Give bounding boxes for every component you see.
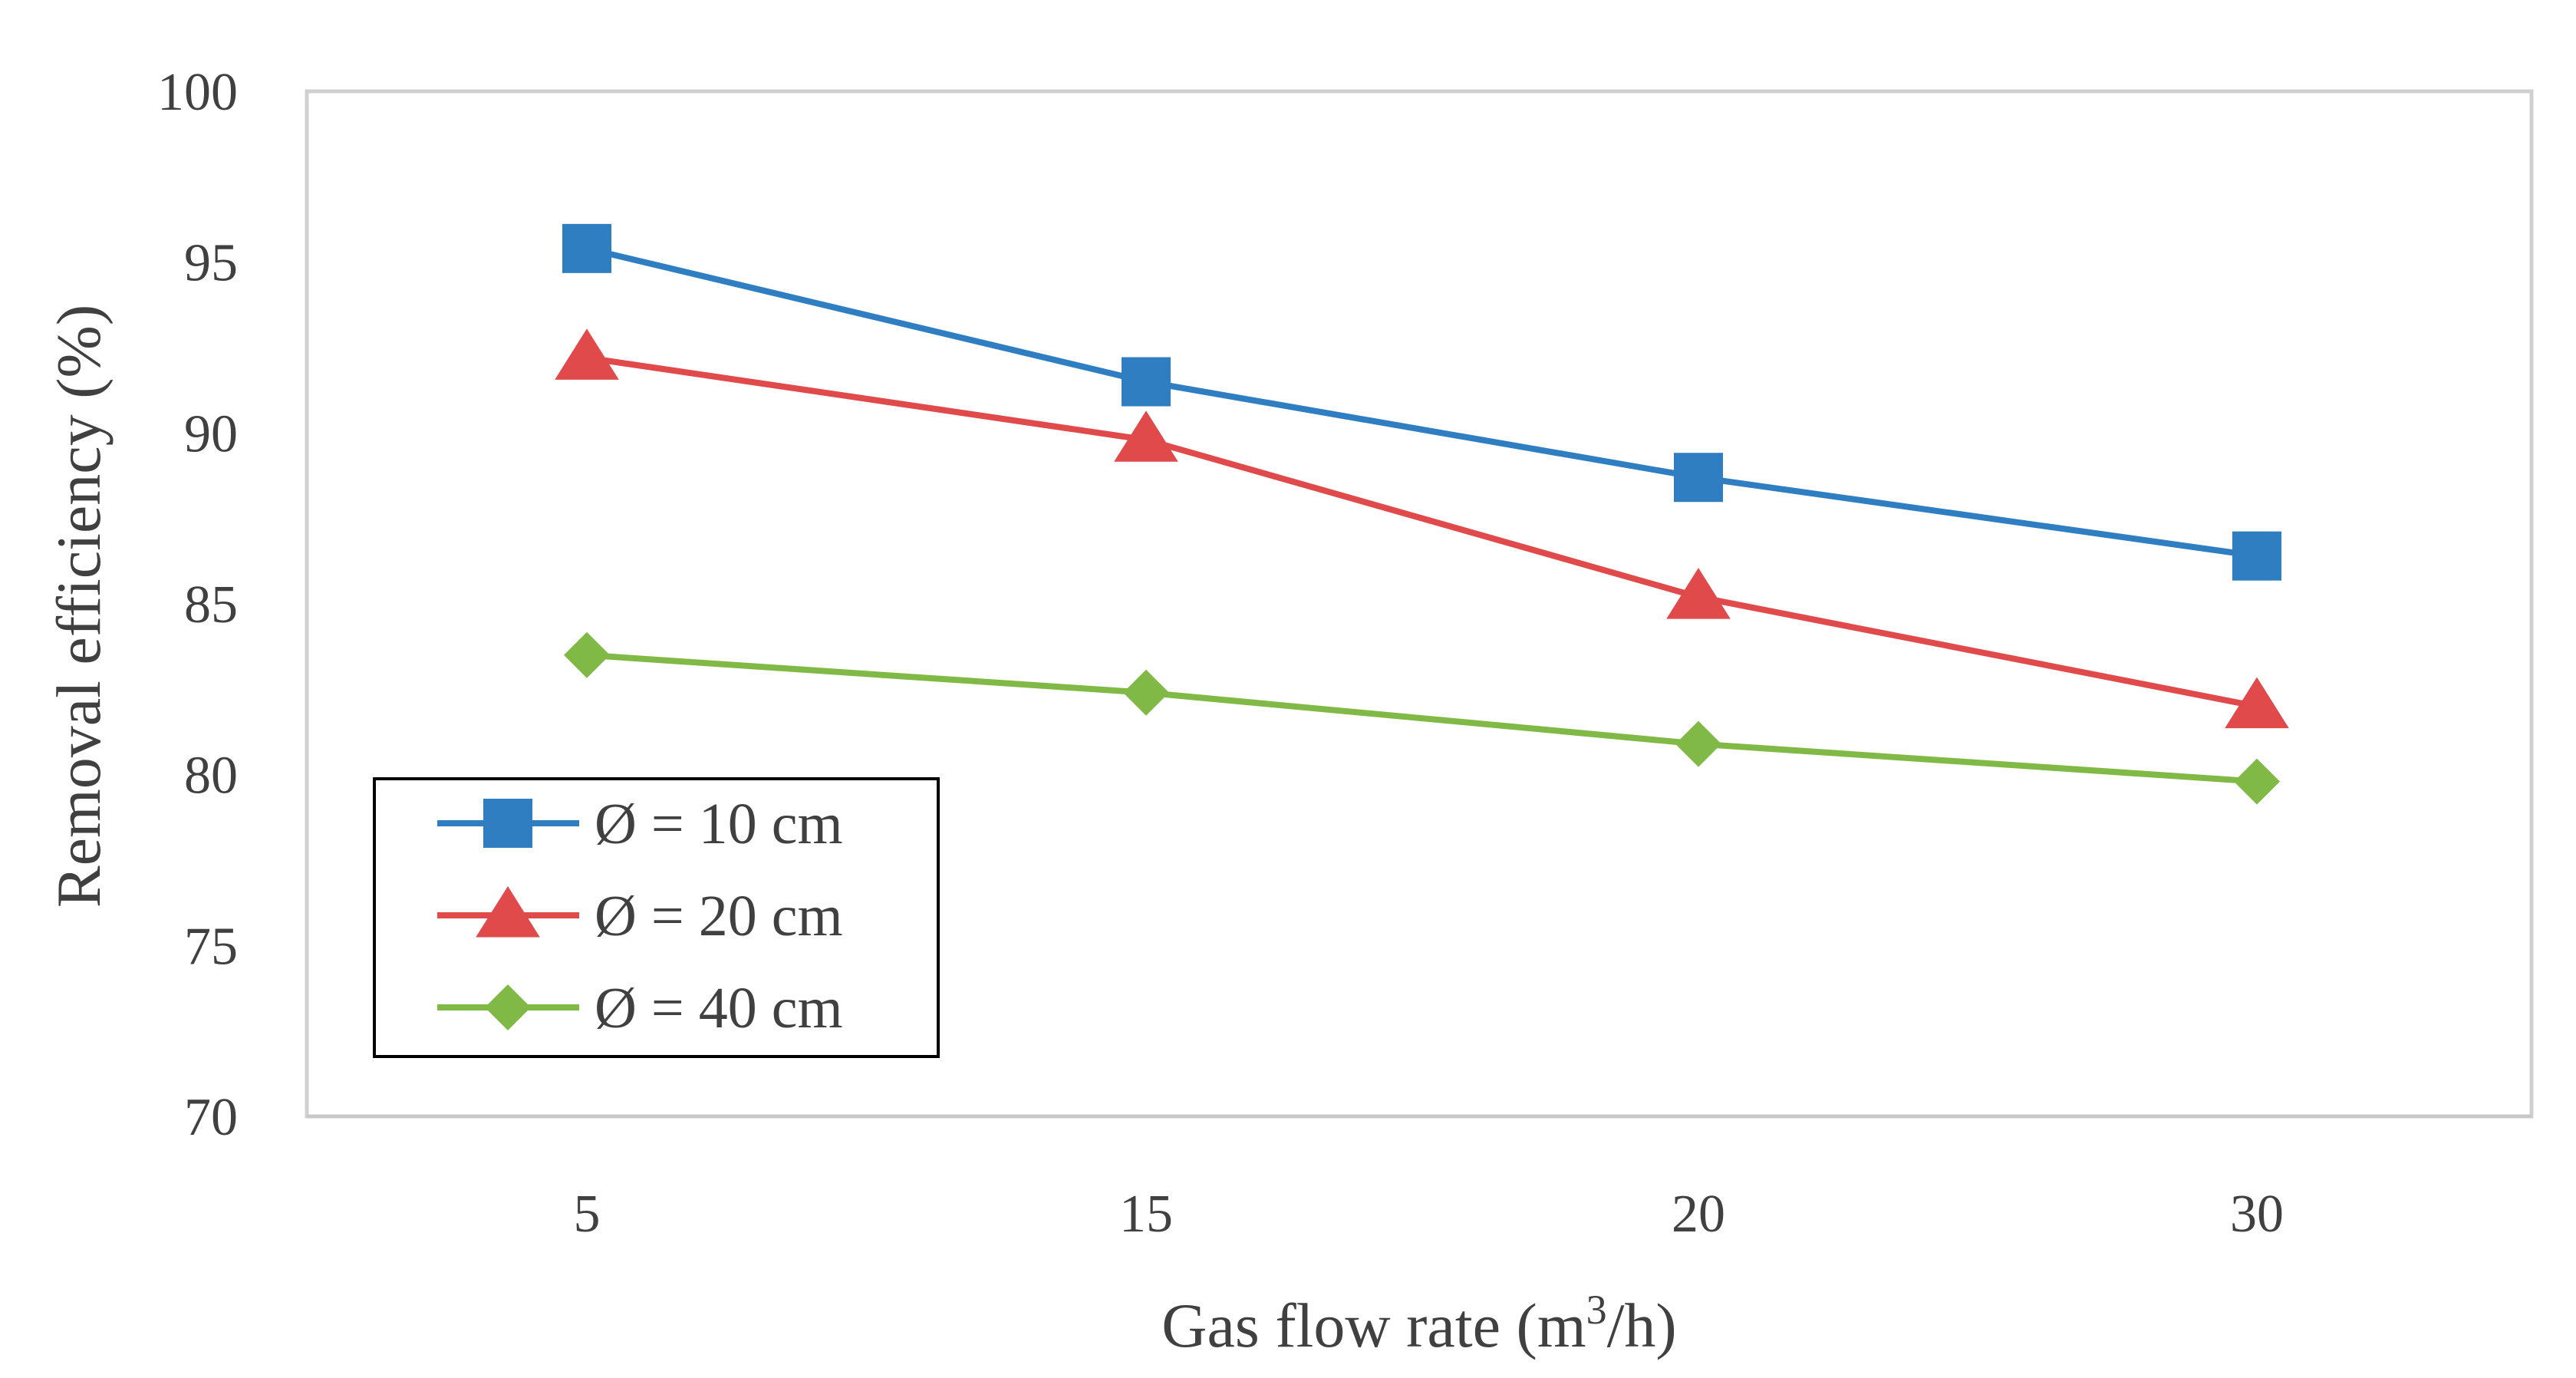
data-point [562, 223, 611, 273]
data-point [2225, 677, 2289, 729]
y-tick-label: 70 [184, 1088, 238, 1147]
x-axis-title-sup: 3 [1586, 1287, 1607, 1333]
y-axis-ticks: 70 75 80 85 90 95 100 [157, 63, 238, 1147]
data-point [2234, 758, 2280, 805]
series-1 [562, 223, 2281, 581]
legend-item: Ø = 20 cm [437, 884, 843, 948]
data-point [1666, 568, 1731, 619]
x-axis-title: Gas flow rate (m3/h) [1161, 1287, 1676, 1360]
data-point [1114, 410, 1178, 462]
legend-label: Ø = 10 cm [595, 792, 843, 856]
data-point [1675, 720, 1721, 767]
data-point [555, 328, 619, 380]
y-tick-label: 85 [184, 575, 238, 635]
y-tick-label: 80 [184, 747, 238, 806]
x-tick-label: 5 [574, 1185, 601, 1244]
y-axis-title: Removal efficiency (%) [44, 305, 114, 908]
x-tick-label: 20 [1672, 1185, 1725, 1244]
x-axis-ticks: 5 15 20 30 [574, 1185, 2284, 1244]
legend: Ø = 10 cm Ø = 20 cm Ø = 40 cm [373, 777, 940, 1058]
series-2 [555, 328, 2289, 729]
legend-marker [485, 984, 531, 1030]
legend-item: Ø = 40 cm [437, 976, 843, 1040]
data-point [1122, 357, 1171, 407]
series-line [586, 354, 2258, 710]
data-point [1123, 669, 1169, 716]
x-axis-title-end: /h) [1607, 1291, 1677, 1360]
x-axis-title-main: Gas flow rate (m [1161, 1291, 1586, 1360]
y-tick-label: 90 [184, 404, 238, 463]
data-point [564, 631, 610, 678]
legend-label: Ø = 40 cm [595, 976, 843, 1040]
series-layer [555, 223, 2289, 805]
x-tick-label: 30 [2230, 1185, 2284, 1244]
legend-marker [483, 799, 532, 848]
y-tick-label: 75 [184, 917, 238, 976]
y-tick-label: 95 [184, 234, 238, 293]
series-3 [564, 631, 2280, 805]
legend-marker [476, 886, 540, 938]
series-line [586, 245, 2258, 559]
series-line [586, 651, 2258, 785]
data-point [1674, 453, 1723, 503]
data-point [2232, 531, 2281, 581]
legend-item: Ø = 10 cm [437, 792, 843, 856]
y-tick-label: 100 [157, 63, 238, 122]
legend-label: Ø = 20 cm [595, 884, 843, 948]
x-tick-label: 15 [1119, 1185, 1173, 1244]
legend-items: Ø = 10 cm Ø = 20 cm Ø = 40 cm [437, 792, 843, 1040]
